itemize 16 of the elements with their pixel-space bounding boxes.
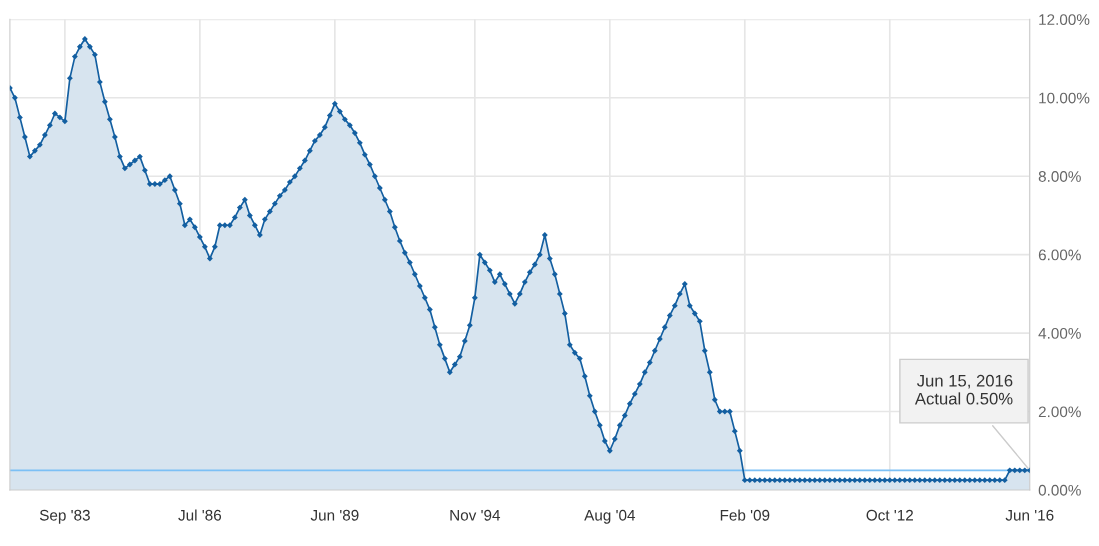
x-tick-label: Oct '12 <box>866 509 913 521</box>
y-tick-label: 4.00% <box>1038 327 1081 339</box>
x-tick-label: Jun '16 <box>1005 509 1054 521</box>
y-tick-label: 12.00% <box>1039 14 1090 26</box>
y-tick-label: 6.00% <box>1038 249 1081 261</box>
x-tick-label: Aug '04 <box>584 509 636 524</box>
y-tick-label: 0.00% <box>1038 484 1081 496</box>
y-tick-label: 10.00% <box>1039 92 1090 104</box>
y-tick-label: 8.00% <box>1038 171 1081 182</box>
x-tick-label: Feb '09 <box>720 509 770 521</box>
y-tick-label: 2.00% <box>1038 406 1081 418</box>
x-tick-label: Nov '94 <box>450 509 501 521</box>
x-tick-label: Sep '83 <box>39 509 90 524</box>
x-tick-label: Jun '89 <box>310 509 359 521</box>
x-tick-label: Jul '86 <box>178 509 222 521</box>
annotation: Jun 15, 2016 Actual 0.50% <box>914 374 1013 405</box>
